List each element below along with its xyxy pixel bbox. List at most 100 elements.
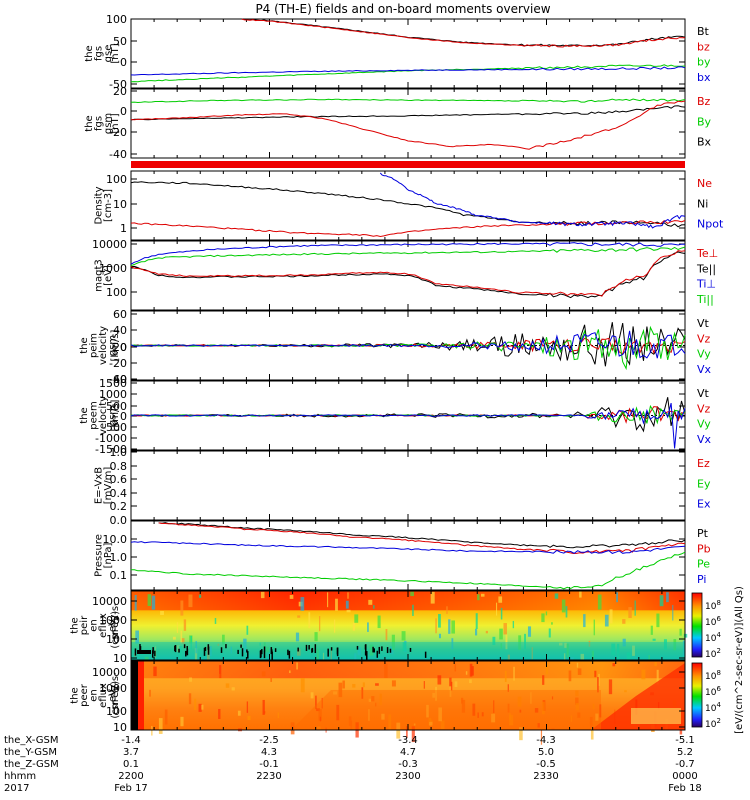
legend-label: Bx <box>697 136 712 149</box>
spectrogram-cell <box>499 628 503 640</box>
spectrogram-gap <box>220 647 223 653</box>
spectrogram-cell <box>410 591 414 597</box>
spectrogram-cell <box>335 598 338 611</box>
spectrogram-cell <box>471 666 474 676</box>
y-tick-label: 0.1 <box>110 569 128 582</box>
y-axis-label-line: velocity <box>98 326 109 365</box>
y-axis-label-line: [nPa] <box>103 542 114 568</box>
y-tick-label: 10000 <box>92 238 127 251</box>
spectrogram-cell <box>345 600 349 609</box>
x-axis-value: -0.1 <box>259 759 279 770</box>
spectrogram-cell <box>498 596 503 603</box>
spectrogram-cell <box>368 599 373 605</box>
y-axis-label-line: (cm^2-s- <box>110 672 121 719</box>
spectrogram-gap <box>204 646 207 651</box>
y-axis-label-line: magt3 <box>93 259 104 292</box>
spectrogram-cell <box>181 638 185 644</box>
panel-peim-velocity: 60 40 200 -20 -40-60 thepeimvelocitygsm[km/s]… <box>79 308 712 386</box>
panel-e-field: 1.00.80.60.40.20.0 E=-VxB[mV/m] Ez Ey Ex <box>93 446 711 527</box>
spectrogram-cell <box>593 619 595 636</box>
series-line-bx <box>130 105 686 121</box>
spectrogram-gap <box>424 651 427 658</box>
legend-label: bx <box>697 71 711 84</box>
series-line-te <box>130 251 686 299</box>
colorbar-scale <box>691 592 703 658</box>
legend-label: Pi <box>697 573 706 586</box>
spectrogram-gap <box>225 644 227 649</box>
series-line-te <box>130 250 686 297</box>
spectrogram-cell <box>310 692 314 699</box>
y-tick-label: -40 <box>109 373 127 386</box>
x-axis-value: -5.1 <box>675 735 695 746</box>
y-axis-label-line: gsm <box>108 335 119 356</box>
x-axis-value: -3.4 <box>398 735 418 746</box>
y-axis-label-line: the <box>84 45 95 61</box>
x-axis-value: -0.3 <box>398 759 418 770</box>
y-axis-label: Pressure[nPa] <box>93 534 114 577</box>
spectrogram-cell <box>361 687 364 699</box>
spectrogram-cell <box>260 591 265 599</box>
legend-label: Vt <box>697 387 710 400</box>
spectrogram-cell <box>371 696 375 702</box>
spectrogram-cell <box>449 684 452 697</box>
spectrogram-cell <box>149 689 151 697</box>
spectrogram-cell <box>634 600 636 616</box>
legend-label: Ti|| <box>696 293 714 306</box>
spectrogram-cell <box>480 593 485 597</box>
spectrogram-cell <box>540 729 543 745</box>
spectrogram-gap <box>139 646 142 654</box>
spectrogram-gap <box>287 649 289 656</box>
series-line-by <box>130 64 686 83</box>
spectrogram-cell <box>608 679 613 695</box>
spectrogram-cell <box>604 614 609 627</box>
spectrogram-cell <box>333 691 338 695</box>
y-axis-label-line: eflux <box>98 613 109 638</box>
legend-label: Vz <box>697 332 711 345</box>
spectrogram-gap <box>288 650 291 659</box>
spectrogram-cell <box>595 713 599 721</box>
y-tick-label: 10000 <box>92 666 127 679</box>
series-line-vy <box>130 404 686 425</box>
x-axis-row-label: hhmm <box>4 771 36 782</box>
spectrogram-cell <box>354 614 359 623</box>
spectrogram-gap <box>137 650 151 654</box>
spectrogram-cell <box>151 725 153 736</box>
spectrogram-cell <box>188 594 193 608</box>
spectrogram-cell <box>134 594 137 611</box>
y-tick-label: 1000 <box>99 388 127 401</box>
spectrogram-cell <box>362 682 365 688</box>
spectrogram-cell <box>373 605 375 609</box>
series-line-vt <box>130 322 686 367</box>
spectrogram-cell <box>507 703 510 713</box>
y-axis-label-line: the <box>79 337 90 353</box>
spectrogram-cell <box>561 599 566 613</box>
colorbar-tick-exponent: 6 <box>716 615 721 623</box>
spectrogram-gap <box>330 647 333 651</box>
spectrogram-cell <box>577 668 582 675</box>
x-axis-value: -4.3 <box>536 735 556 746</box>
spectrogram-cell <box>465 671 468 675</box>
spectrogram-cell <box>545 664 549 675</box>
spectrogram-cell <box>135 630 140 644</box>
spectrogram-cell <box>406 726 408 738</box>
series-line-bz <box>241 18 686 48</box>
y-axis-label-line: Density <box>93 186 104 224</box>
y-axis-label-line: the <box>70 617 81 633</box>
spectrogram-cell <box>628 607 632 619</box>
y-tick-label: 0.2 <box>110 500 128 513</box>
series-line-vy <box>130 325 686 371</box>
x-axis-value: Feb 18 <box>668 783 702 794</box>
spectrogram-gap <box>261 649 263 655</box>
spectrogram-cell <box>469 679 472 684</box>
spectrogram-cell <box>172 636 176 640</box>
legend-label: Bz <box>697 95 711 108</box>
spectrogram-cell <box>261 671 266 677</box>
y-tick-label: 20 <box>113 85 127 98</box>
spectrogram-cell <box>551 696 554 700</box>
spectrogram-cell <box>346 592 350 599</box>
x-axis-value: -2.5 <box>259 735 279 746</box>
spectrogram-gap <box>366 651 368 660</box>
spectrogram-gap <box>183 644 186 649</box>
